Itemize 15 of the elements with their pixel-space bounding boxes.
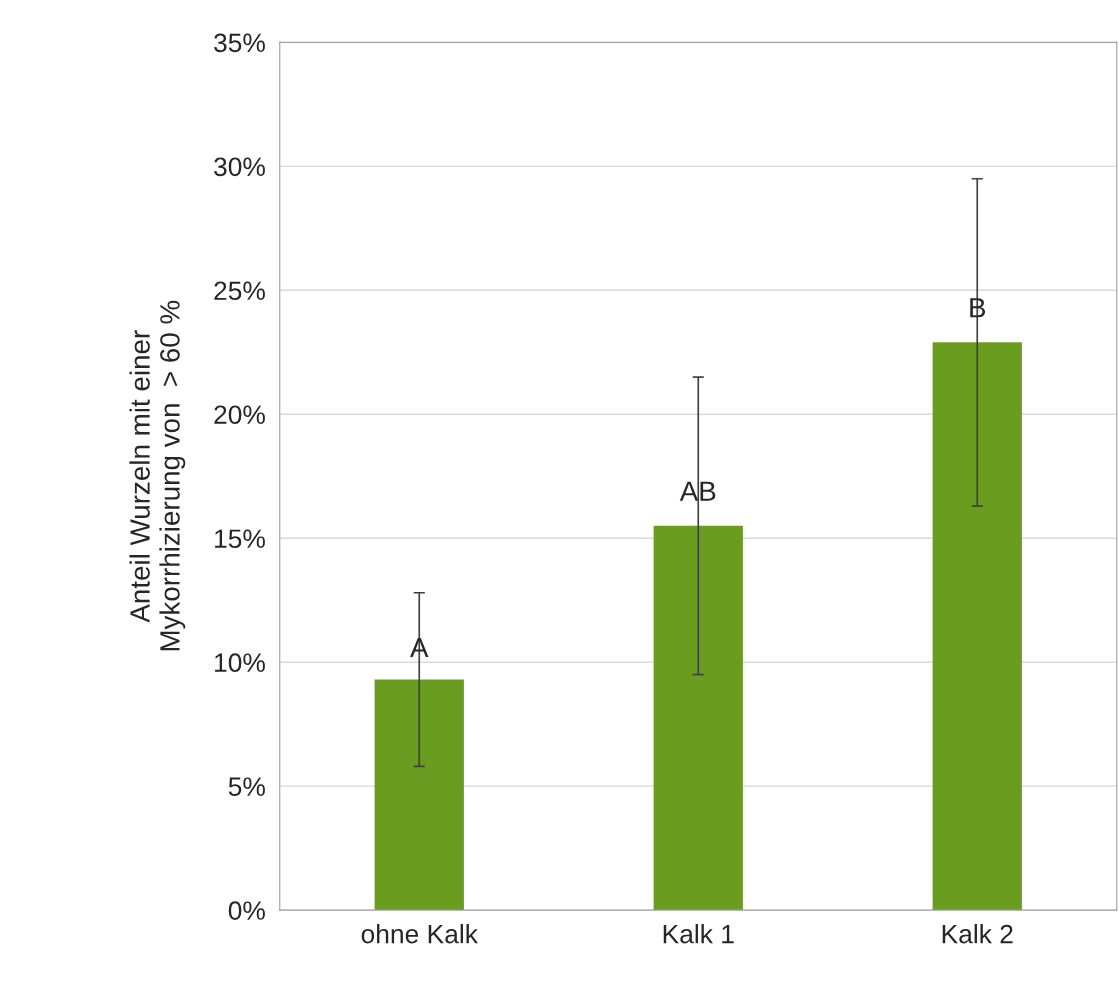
bar — [653, 525, 743, 911]
x-tick-label: ohne Kalk — [361, 924, 478, 944]
y-tick-label: 10% — [215, 653, 265, 673]
x-tick-label: Kalk 2 — [942, 924, 1013, 944]
bar — [932, 342, 1022, 911]
y-tick-label: 5% — [228, 777, 265, 796]
y-tick-label: 15% — [215, 529, 265, 549]
y-tick-label: 20% — [214, 405, 265, 425]
bar — [374, 679, 464, 911]
y-tick-label: 25% — [214, 281, 265, 301]
y-axis-title: Anteil Wurzeln mit einer Mykorrhizierung von > 60 % — [129, 300, 186, 651]
y-tick-label: 30% — [214, 157, 265, 177]
y-tick-label: 35% — [214, 33, 265, 53]
y-tick-label: 0% — [228, 901, 265, 920]
x-tick-label: Kalk 1 — [663, 924, 734, 944]
